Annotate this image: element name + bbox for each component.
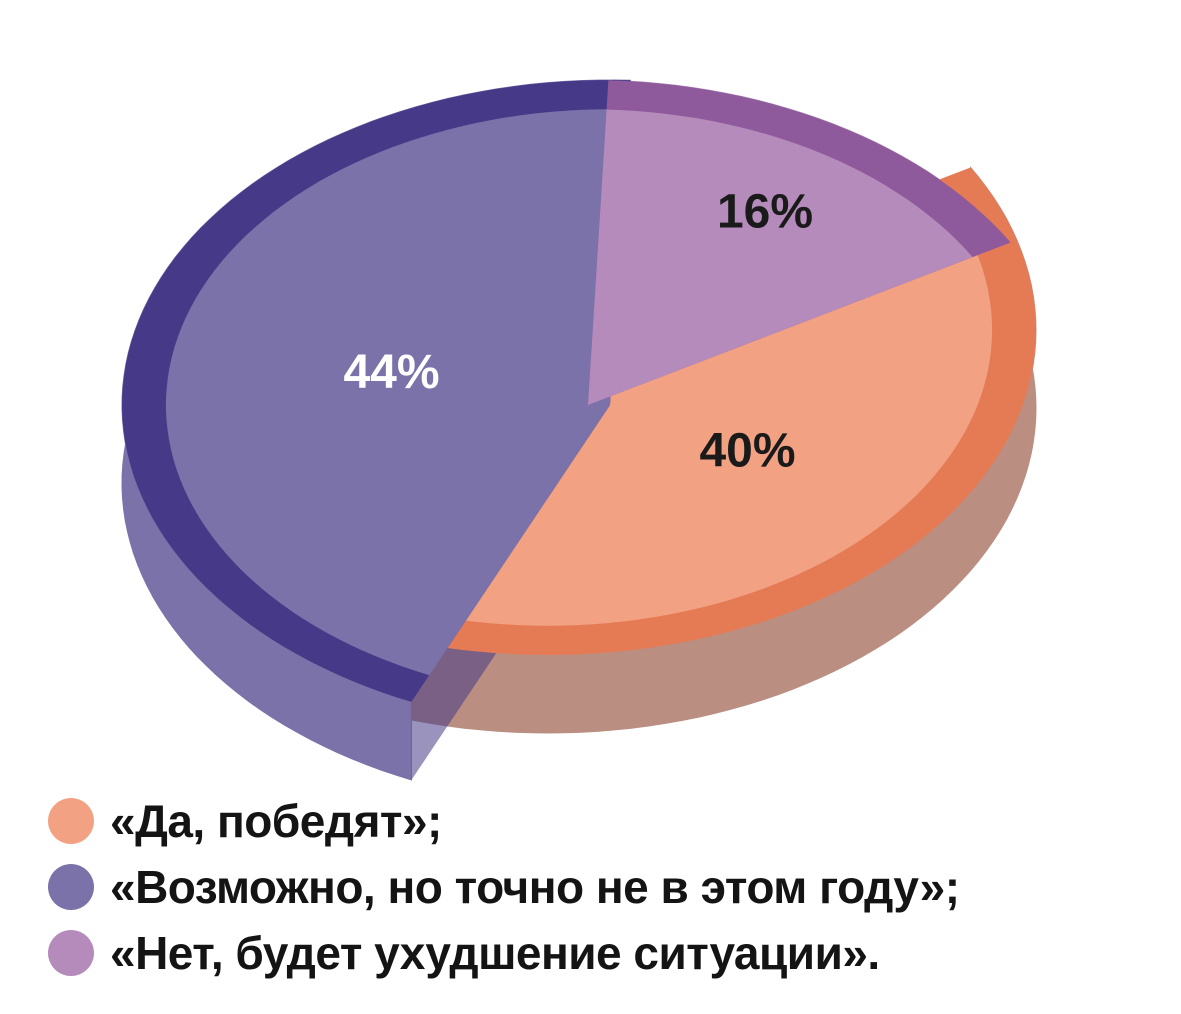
slice-no (588, 109, 973, 405)
legend: «Да, победят»; «Возможно, но точно не в … (48, 788, 1168, 986)
legend-marker-yes (48, 798, 94, 844)
legend-marker-no (48, 930, 94, 976)
legend-label-no: «Нет, будет ухудшение ситуации». (110, 927, 880, 979)
pie-chart: 40% 44% 16% (121, 79, 1037, 781)
legend-label-maybe: «Возможно, но точно не в этом году»; (110, 861, 960, 913)
legend-label-yes: «Да, победят»; (110, 795, 442, 847)
slice-value-label-no: 16% (717, 185, 813, 238)
legend-item-maybe: «Возможно, но точно не в этом году»; (48, 854, 1168, 920)
legend-marker-maybe (48, 864, 94, 910)
legend-item-yes: «Да, победят»; (48, 788, 1168, 854)
slice-value-label-yes: 40% (699, 425, 795, 478)
slice-value-label-maybe: 44% (343, 346, 439, 399)
legend-item-no: «Нет, будет ухудшение ситуации». (48, 920, 1168, 986)
slice-maybe (165, 109, 629, 676)
